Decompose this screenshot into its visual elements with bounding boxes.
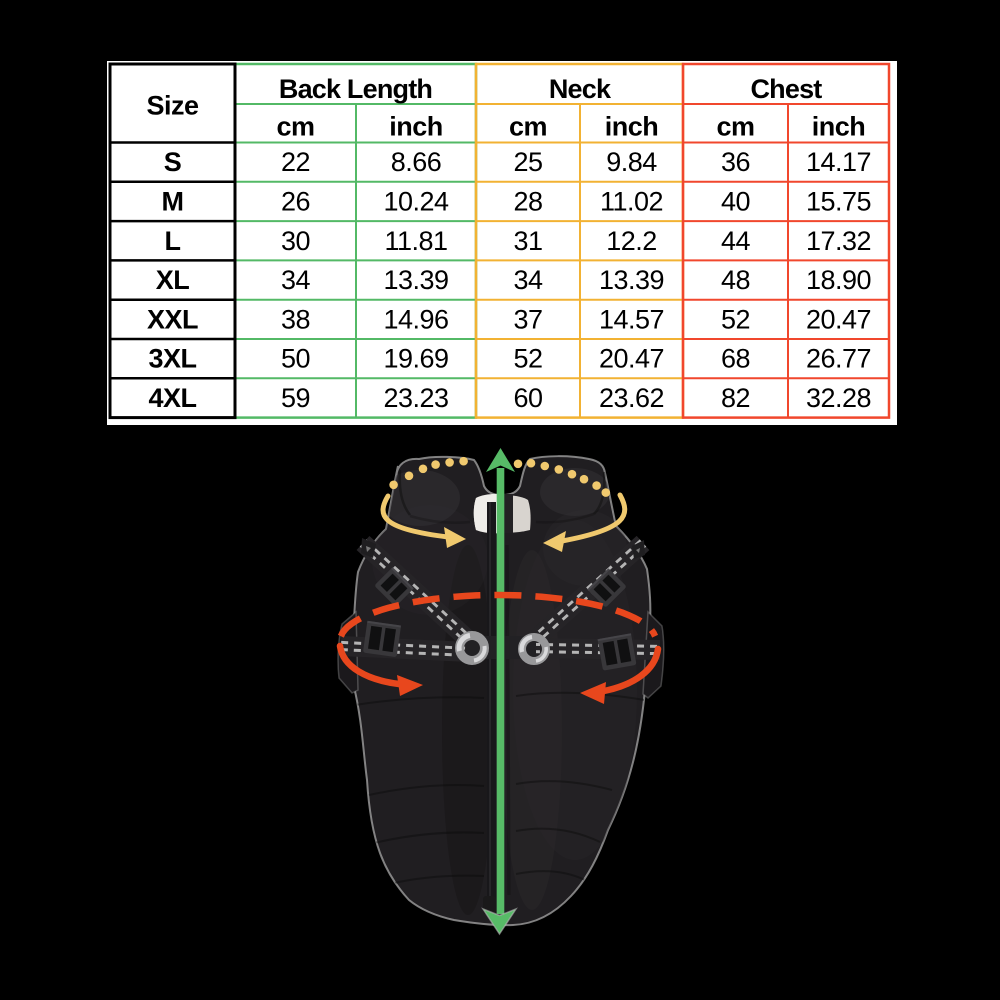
svg-text:22: 22 [281,147,310,177]
svg-text:Size: Size [146,90,199,120]
svg-text:11.02: 11.02 [600,186,663,216]
svg-text:Back Length: Back Length [279,74,432,104]
svg-text:15.75: 15.75 [806,186,871,216]
svg-text:30: 30 [281,226,310,256]
svg-text:31: 31 [513,226,542,256]
svg-text:cm: cm [509,111,547,141]
svg-text:L: L [165,226,181,256]
svg-text:60: 60 [513,383,542,413]
svg-text:14.57: 14.57 [599,304,664,334]
svg-text:13.39: 13.39 [383,265,448,295]
svg-text:3XL: 3XL [148,344,196,374]
svg-text:37: 37 [513,304,542,334]
svg-text:59: 59 [281,383,310,413]
svg-text:10.24: 10.24 [383,186,449,216]
svg-text:4XL: 4XL [148,383,196,413]
svg-text:17.32: 17.32 [806,226,871,256]
svg-text:52: 52 [721,304,750,334]
svg-text:68: 68 [721,344,750,374]
svg-text:52: 52 [513,344,542,374]
svg-text:inch: inch [605,111,659,141]
svg-text:26.77: 26.77 [806,344,871,374]
svg-text:9.84: 9.84 [606,147,657,177]
svg-text:40: 40 [721,186,750,216]
svg-text:11.81: 11.81 [384,226,447,256]
svg-text:23.23: 23.23 [383,383,448,413]
svg-text:44: 44 [721,226,751,256]
svg-text:XXL: XXL [147,304,198,334]
svg-text:14.96: 14.96 [383,304,448,334]
svg-text:cm: cm [276,111,314,141]
svg-text:34: 34 [281,265,311,295]
svg-text:inch: inch [812,111,866,141]
svg-text:26: 26 [281,186,310,216]
svg-text:19.69: 19.69 [383,344,448,374]
svg-text:82: 82 [721,383,750,413]
svg-text:Chest: Chest [750,74,822,104]
svg-text:25: 25 [513,147,542,177]
svg-text:Neck: Neck [549,74,612,104]
svg-text:M: M [162,186,184,216]
svg-text:XL: XL [156,265,190,295]
svg-text:13.39: 13.39 [599,265,664,295]
svg-text:50: 50 [281,344,310,374]
svg-text:18.90: 18.90 [806,265,871,295]
svg-text:20.47: 20.47 [806,304,871,334]
svg-text:36: 36 [721,147,750,177]
svg-text:cm: cm [716,111,754,141]
svg-text:12.2: 12.2 [606,226,657,256]
svg-text:38: 38 [281,304,310,334]
svg-text:32.28: 32.28 [806,383,871,413]
svg-text:S: S [164,147,182,177]
svg-text:20.47: 20.47 [599,344,664,374]
svg-text:inch: inch [389,111,443,141]
svg-text:34: 34 [513,265,543,295]
svg-text:23.62: 23.62 [599,383,664,413]
svg-text:14.17: 14.17 [806,147,871,177]
svg-text:8.66: 8.66 [391,147,442,177]
svg-text:28: 28 [513,186,542,216]
svg-text:48: 48 [721,265,750,295]
